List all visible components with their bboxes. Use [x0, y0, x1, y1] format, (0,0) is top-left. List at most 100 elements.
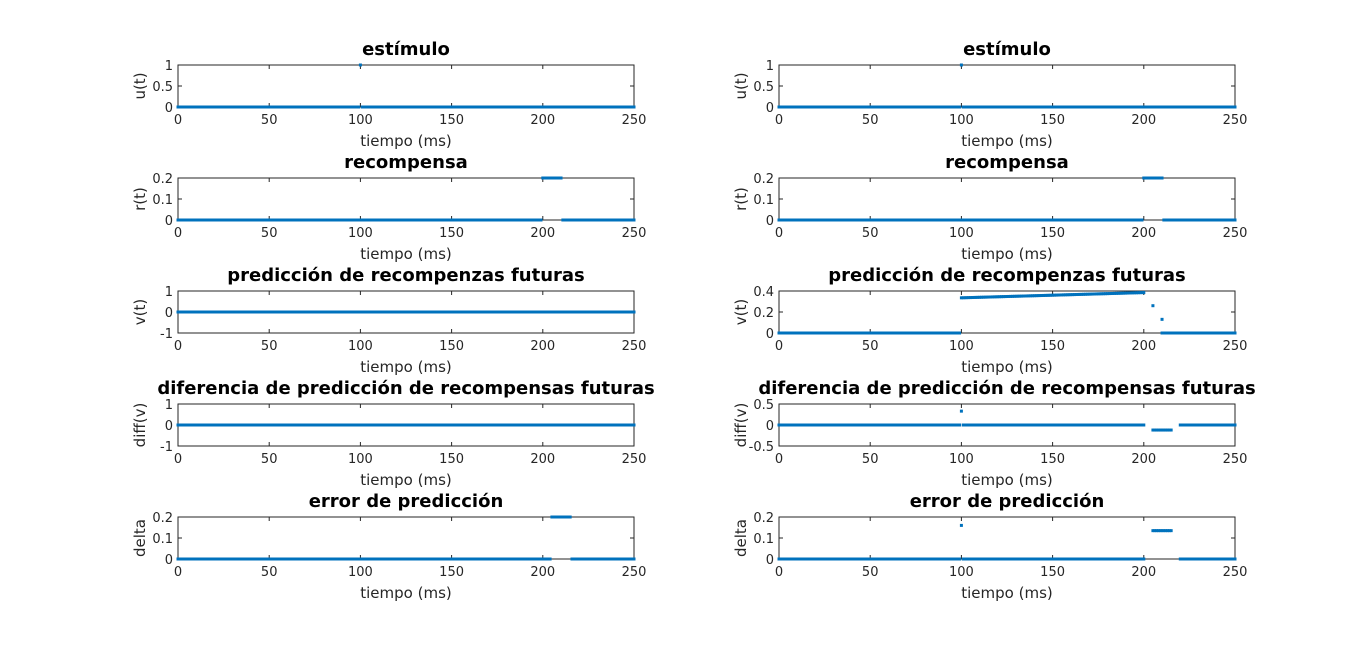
data-point: [1171, 331, 1175, 335]
data-point: [535, 218, 539, 222]
data-point: [883, 218, 887, 222]
data-point: [1113, 291, 1117, 295]
data-point: [855, 557, 859, 561]
data-point: [375, 218, 379, 222]
data-point: [209, 310, 213, 314]
data-point: [222, 310, 226, 314]
data-point: [287, 218, 291, 222]
data-point: [360, 105, 364, 109]
data-point: [185, 423, 189, 427]
data-point: [1054, 557, 1058, 561]
data-point: [925, 423, 929, 427]
data-point: [1116, 218, 1120, 222]
data-point: [1155, 428, 1159, 432]
data-point: [227, 423, 231, 427]
data-point: [874, 557, 878, 561]
data-point: [264, 557, 268, 561]
data-point: [1041, 218, 1045, 222]
data-point: [828, 105, 832, 109]
data-point: [517, 557, 521, 561]
data-point: [1200, 105, 1204, 109]
data-point: [941, 331, 945, 335]
data-point: [930, 105, 934, 109]
data-point: [610, 423, 614, 427]
data-point: [326, 310, 330, 314]
data-point: [614, 423, 618, 427]
data-point: [583, 218, 587, 222]
data-point: [1067, 423, 1071, 427]
data-point: [404, 557, 408, 561]
data-point: [242, 310, 246, 314]
data-point: [466, 310, 470, 314]
data-point: [810, 423, 814, 427]
data-point: [209, 105, 213, 109]
data-point: [289, 218, 293, 222]
data-point: [289, 423, 293, 427]
data-point: [307, 557, 311, 561]
data-point: [574, 557, 578, 561]
data-point: [793, 557, 797, 561]
data-point: [994, 557, 998, 561]
data-point: [1211, 331, 1215, 335]
data-point: [826, 218, 830, 222]
data-point: [1191, 423, 1195, 427]
data-point: [481, 557, 485, 561]
data-point: [1098, 557, 1102, 561]
data-point: [917, 331, 921, 335]
data-point: [617, 310, 621, 314]
data-point: [885, 218, 889, 222]
data-point: [932, 218, 936, 222]
data-point: [451, 423, 455, 427]
data-point: [861, 423, 865, 427]
data-point: [797, 218, 801, 222]
data-point: [253, 423, 257, 427]
data-point: [596, 310, 600, 314]
subplot-title: predicción de recompenzas futuras: [828, 265, 1186, 286]
data-point: [844, 557, 848, 561]
data-point: [570, 557, 574, 561]
data-point: [231, 557, 235, 561]
data-point: [1096, 292, 1100, 296]
data-point: [1062, 423, 1066, 427]
data-point: [386, 218, 390, 222]
data-point: [1228, 331, 1232, 335]
data-point: [1149, 176, 1153, 180]
data-point: [1058, 218, 1062, 222]
data-point: [267, 310, 271, 314]
data-point: [857, 557, 861, 561]
data-point: [247, 105, 251, 109]
data-point: [471, 105, 475, 109]
data-point: [897, 105, 901, 109]
data-point: [1176, 331, 1180, 335]
data-point: [1078, 423, 1082, 427]
data-point: [344, 218, 348, 222]
data-point: [1038, 423, 1042, 427]
data-point: [972, 105, 976, 109]
data-point: [917, 557, 921, 561]
data-point: [340, 310, 344, 314]
data-point: [956, 218, 960, 222]
data-point: [1027, 423, 1031, 427]
data-point: [630, 423, 634, 427]
data-point: [1005, 423, 1009, 427]
y-tick-label: 0.5: [753, 398, 774, 413]
data-point: [351, 218, 355, 222]
data-point: [927, 423, 931, 427]
data-point: [459, 218, 463, 222]
data-point: [466, 557, 470, 561]
data-point: [992, 423, 996, 427]
data-point: [861, 218, 865, 222]
data-point: [989, 423, 993, 427]
data-point: [218, 423, 222, 427]
data-point: [524, 105, 528, 109]
data-point: [462, 423, 466, 427]
data-point: [1160, 428, 1164, 432]
data-point: [959, 63, 963, 67]
data-point: [852, 331, 856, 335]
data-point: [948, 105, 952, 109]
data-point: [284, 310, 288, 314]
data-series: [176, 176, 636, 222]
x-tick-label: 200: [1131, 565, 1156, 580]
